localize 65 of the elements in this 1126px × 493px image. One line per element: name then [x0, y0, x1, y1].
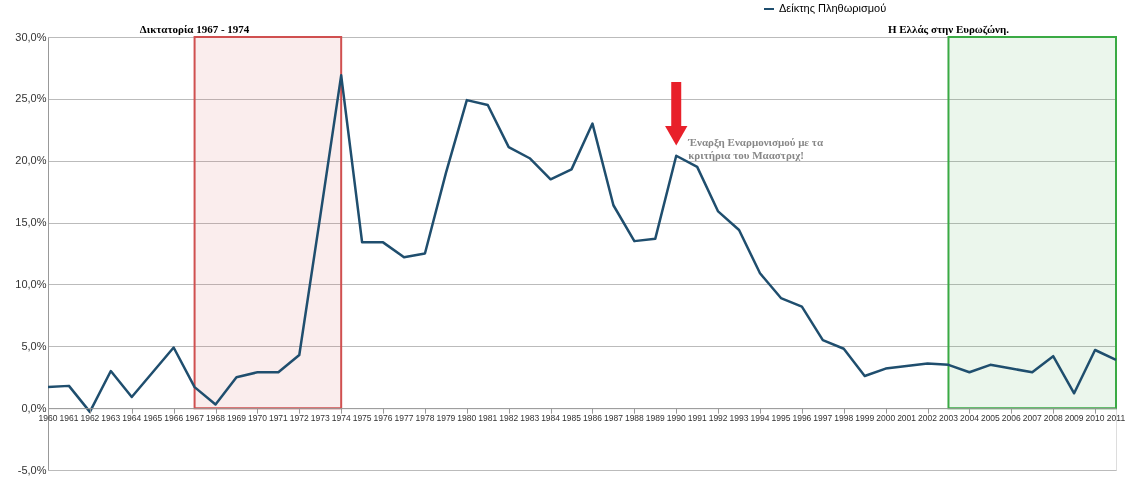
x-tick-label: 1969 — [227, 413, 247, 424]
x-tick-label: 1962 — [80, 413, 100, 424]
x-tick-label: 1960 — [38, 413, 58, 424]
x-tick-label: 1992 — [708, 413, 728, 424]
annotation: Έναρξη Εναρμονισμού με τα κριτήρια του Μααστριχ! — [687, 135, 824, 161]
x-tick-label: 1965 — [143, 413, 163, 424]
y-tick-label: 5,0% — [21, 339, 47, 352]
y-tick-label: 15,0% — [15, 216, 47, 229]
line-series — [46, 74, 1118, 414]
x-tick-label: 1977 — [394, 413, 414, 424]
x-tick-label: 1982 — [499, 413, 519, 424]
x-tick-label: 1996 — [792, 413, 812, 424]
x-tick-label: 1986 — [583, 413, 603, 424]
x-tick-label: 2007 — [1022, 413, 1042, 424]
x-tick-label: 2010 — [1085, 413, 1105, 424]
x-tick-label: 2008 — [1043, 413, 1063, 424]
x-tick-label: 1975 — [352, 413, 372, 424]
y-tick-label: 25,0% — [15, 92, 47, 105]
legend-label: Δείκτης Πληθωρισμού — [779, 2, 887, 14]
x-tick-label: 2006 — [1001, 413, 1022, 424]
x-tick-label: 2003 — [939, 413, 959, 424]
x-tick-label: 1979 — [436, 413, 456, 424]
x-tick-label: 1976 — [373, 413, 393, 424]
x-tick-label: 1993 — [729, 413, 749, 424]
y-tick-label: 30,0% — [15, 30, 47, 43]
x-tick-label: 2011 — [1106, 413, 1126, 424]
x-tick-label: 2005 — [980, 413, 1001, 424]
x-tick-label: 1983 — [520, 413, 540, 424]
x-tick-label: 1987 — [603, 413, 624, 424]
y-tick-label: 20,0% — [15, 154, 47, 167]
x-tick-label: 2000 — [876, 413, 896, 424]
x-tick-label: 1964 — [122, 413, 142, 424]
x-tick-label: 1978 — [415, 413, 435, 424]
x-tick-label: 2009 — [1064, 413, 1084, 424]
x-tick-label: 1981 — [478, 413, 498, 424]
x-tick-label: 1994 — [750, 413, 770, 424]
x-tick-label: 1972 — [289, 413, 310, 424]
x-tick-label: 1989 — [645, 413, 666, 424]
x-tick-label: 1971 — [268, 413, 289, 424]
x-tick-label: 1963 — [101, 413, 121, 424]
x-tick-label: 1980 — [457, 413, 477, 424]
x-tick-label: 1974 — [331, 413, 351, 424]
y-tick-label: 0,0% — [21, 401, 47, 414]
x-tick-label: 1968 — [206, 413, 226, 424]
x-tick-label: 1967 — [185, 413, 205, 424]
x-tick-label: 1961 — [59, 413, 79, 424]
x-tick-label: 1995 — [771, 413, 791, 424]
x-tick-label: 1970 — [247, 413, 268, 424]
band-label: Η Ελλάς στην Ευρωζώνη. — [887, 23, 1010, 36]
x-tick-label: 1990 — [666, 413, 686, 424]
y-tick-label: -5,0% — [17, 463, 47, 476]
band-label: Δικτατορία 1967 - 1974 — [139, 23, 250, 35]
x-tick-label: 1997 — [813, 413, 833, 424]
x-tick-label: 2004 — [959, 413, 980, 424]
x-tick-label: 1973 — [310, 413, 330, 424]
x-tick-label: 1988 — [624, 413, 645, 424]
x-tick-label: 1999 — [855, 413, 875, 424]
x-tick-label: 1991 — [687, 413, 707, 424]
x-tick-label: 1985 — [562, 413, 582, 424]
x-tick-label: 2001 — [897, 413, 917, 424]
x-tick-label: 1998 — [834, 413, 854, 424]
x-tick-label: 1966 — [164, 413, 184, 424]
y-tick-label: 10,0% — [15, 277, 47, 290]
x-tick-label: 1984 — [541, 413, 561, 424]
x-tick-label: 2002 — [918, 413, 938, 424]
